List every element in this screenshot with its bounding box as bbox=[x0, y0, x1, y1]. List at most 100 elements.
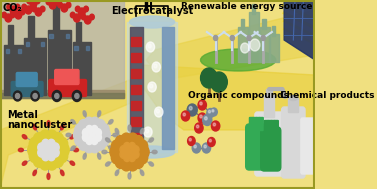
Circle shape bbox=[61, 4, 68, 12]
Circle shape bbox=[208, 138, 215, 146]
Circle shape bbox=[213, 36, 218, 40]
Bar bbox=[131, 53, 141, 62]
Circle shape bbox=[111, 151, 122, 164]
Circle shape bbox=[146, 129, 149, 133]
Circle shape bbox=[120, 150, 127, 158]
Circle shape bbox=[144, 127, 152, 137]
Circle shape bbox=[34, 133, 45, 146]
Ellipse shape bbox=[128, 173, 131, 179]
Circle shape bbox=[66, 2, 71, 8]
Ellipse shape bbox=[22, 135, 27, 139]
Ellipse shape bbox=[140, 170, 144, 176]
Circle shape bbox=[120, 146, 127, 154]
Bar bbox=[131, 117, 141, 126]
Circle shape bbox=[42, 152, 49, 161]
Circle shape bbox=[84, 117, 94, 129]
Circle shape bbox=[78, 138, 89, 150]
Circle shape bbox=[12, 9, 17, 15]
Circle shape bbox=[200, 102, 202, 105]
Circle shape bbox=[52, 91, 61, 101]
Circle shape bbox=[91, 136, 98, 145]
Text: Metal: Metal bbox=[7, 110, 38, 120]
Circle shape bbox=[55, 0, 62, 4]
Circle shape bbox=[58, 2, 63, 8]
Ellipse shape bbox=[140, 129, 144, 134]
Circle shape bbox=[90, 141, 100, 153]
Circle shape bbox=[89, 132, 95, 138]
Circle shape bbox=[152, 62, 161, 72]
Circle shape bbox=[83, 133, 89, 141]
Bar bbox=[4, 45, 23, 95]
Ellipse shape bbox=[70, 135, 75, 139]
Ellipse shape bbox=[66, 133, 71, 137]
Circle shape bbox=[146, 42, 155, 52]
Bar bbox=[8, 25, 12, 45]
Circle shape bbox=[84, 6, 89, 12]
Circle shape bbox=[25, 6, 32, 14]
Bar bbox=[131, 101, 141, 110]
Circle shape bbox=[35, 8, 42, 16]
Ellipse shape bbox=[109, 120, 113, 124]
Circle shape bbox=[154, 64, 157, 68]
Polygon shape bbox=[0, 80, 138, 189]
Ellipse shape bbox=[149, 138, 153, 142]
Circle shape bbox=[127, 158, 138, 171]
Circle shape bbox=[127, 133, 138, 146]
Circle shape bbox=[29, 137, 41, 151]
Circle shape bbox=[198, 113, 207, 123]
Circle shape bbox=[40, 156, 51, 170]
Bar bbox=[238, 27, 248, 62]
Circle shape bbox=[202, 143, 211, 153]
Circle shape bbox=[203, 115, 212, 125]
Circle shape bbox=[121, 133, 132, 146]
Circle shape bbox=[78, 119, 89, 132]
FancyBboxPatch shape bbox=[11, 81, 43, 97]
Bar bbox=[86, 46, 89, 50]
Circle shape bbox=[86, 136, 93, 145]
Circle shape bbox=[212, 110, 214, 112]
Ellipse shape bbox=[115, 170, 119, 176]
FancyBboxPatch shape bbox=[250, 118, 253, 130]
Circle shape bbox=[132, 146, 139, 154]
Circle shape bbox=[261, 36, 265, 40]
Circle shape bbox=[75, 94, 79, 98]
Circle shape bbox=[40, 6, 45, 12]
Circle shape bbox=[15, 11, 22, 19]
Circle shape bbox=[133, 156, 144, 168]
Circle shape bbox=[138, 146, 149, 158]
Bar bbox=[251, 4, 255, 14]
Circle shape bbox=[124, 153, 130, 162]
Bar bbox=[262, 19, 266, 29]
Bar bbox=[131, 133, 141, 142]
Ellipse shape bbox=[106, 162, 110, 166]
FancyBboxPatch shape bbox=[268, 121, 271, 133]
Circle shape bbox=[7, 4, 12, 10]
Bar bbox=[18, 49, 21, 53]
Circle shape bbox=[213, 123, 216, 126]
Ellipse shape bbox=[109, 146, 113, 150]
Circle shape bbox=[52, 148, 59, 157]
Circle shape bbox=[115, 156, 126, 168]
Circle shape bbox=[192, 143, 201, 153]
Circle shape bbox=[42, 139, 49, 148]
Ellipse shape bbox=[152, 150, 157, 154]
Circle shape bbox=[56, 149, 68, 163]
Circle shape bbox=[200, 115, 202, 118]
Circle shape bbox=[250, 39, 260, 51]
Circle shape bbox=[209, 139, 211, 142]
Circle shape bbox=[84, 16, 91, 24]
Circle shape bbox=[99, 134, 109, 146]
FancyBboxPatch shape bbox=[55, 70, 79, 84]
Bar bbox=[131, 37, 141, 46]
FancyBboxPatch shape bbox=[271, 121, 275, 133]
FancyBboxPatch shape bbox=[253, 118, 257, 130]
FancyBboxPatch shape bbox=[255, 112, 283, 176]
Ellipse shape bbox=[33, 170, 37, 176]
Ellipse shape bbox=[102, 150, 107, 154]
Circle shape bbox=[187, 104, 197, 116]
Polygon shape bbox=[138, 65, 315, 130]
Ellipse shape bbox=[71, 146, 75, 150]
Bar bbox=[6, 49, 9, 53]
Bar bbox=[241, 19, 244, 29]
Ellipse shape bbox=[71, 120, 75, 124]
